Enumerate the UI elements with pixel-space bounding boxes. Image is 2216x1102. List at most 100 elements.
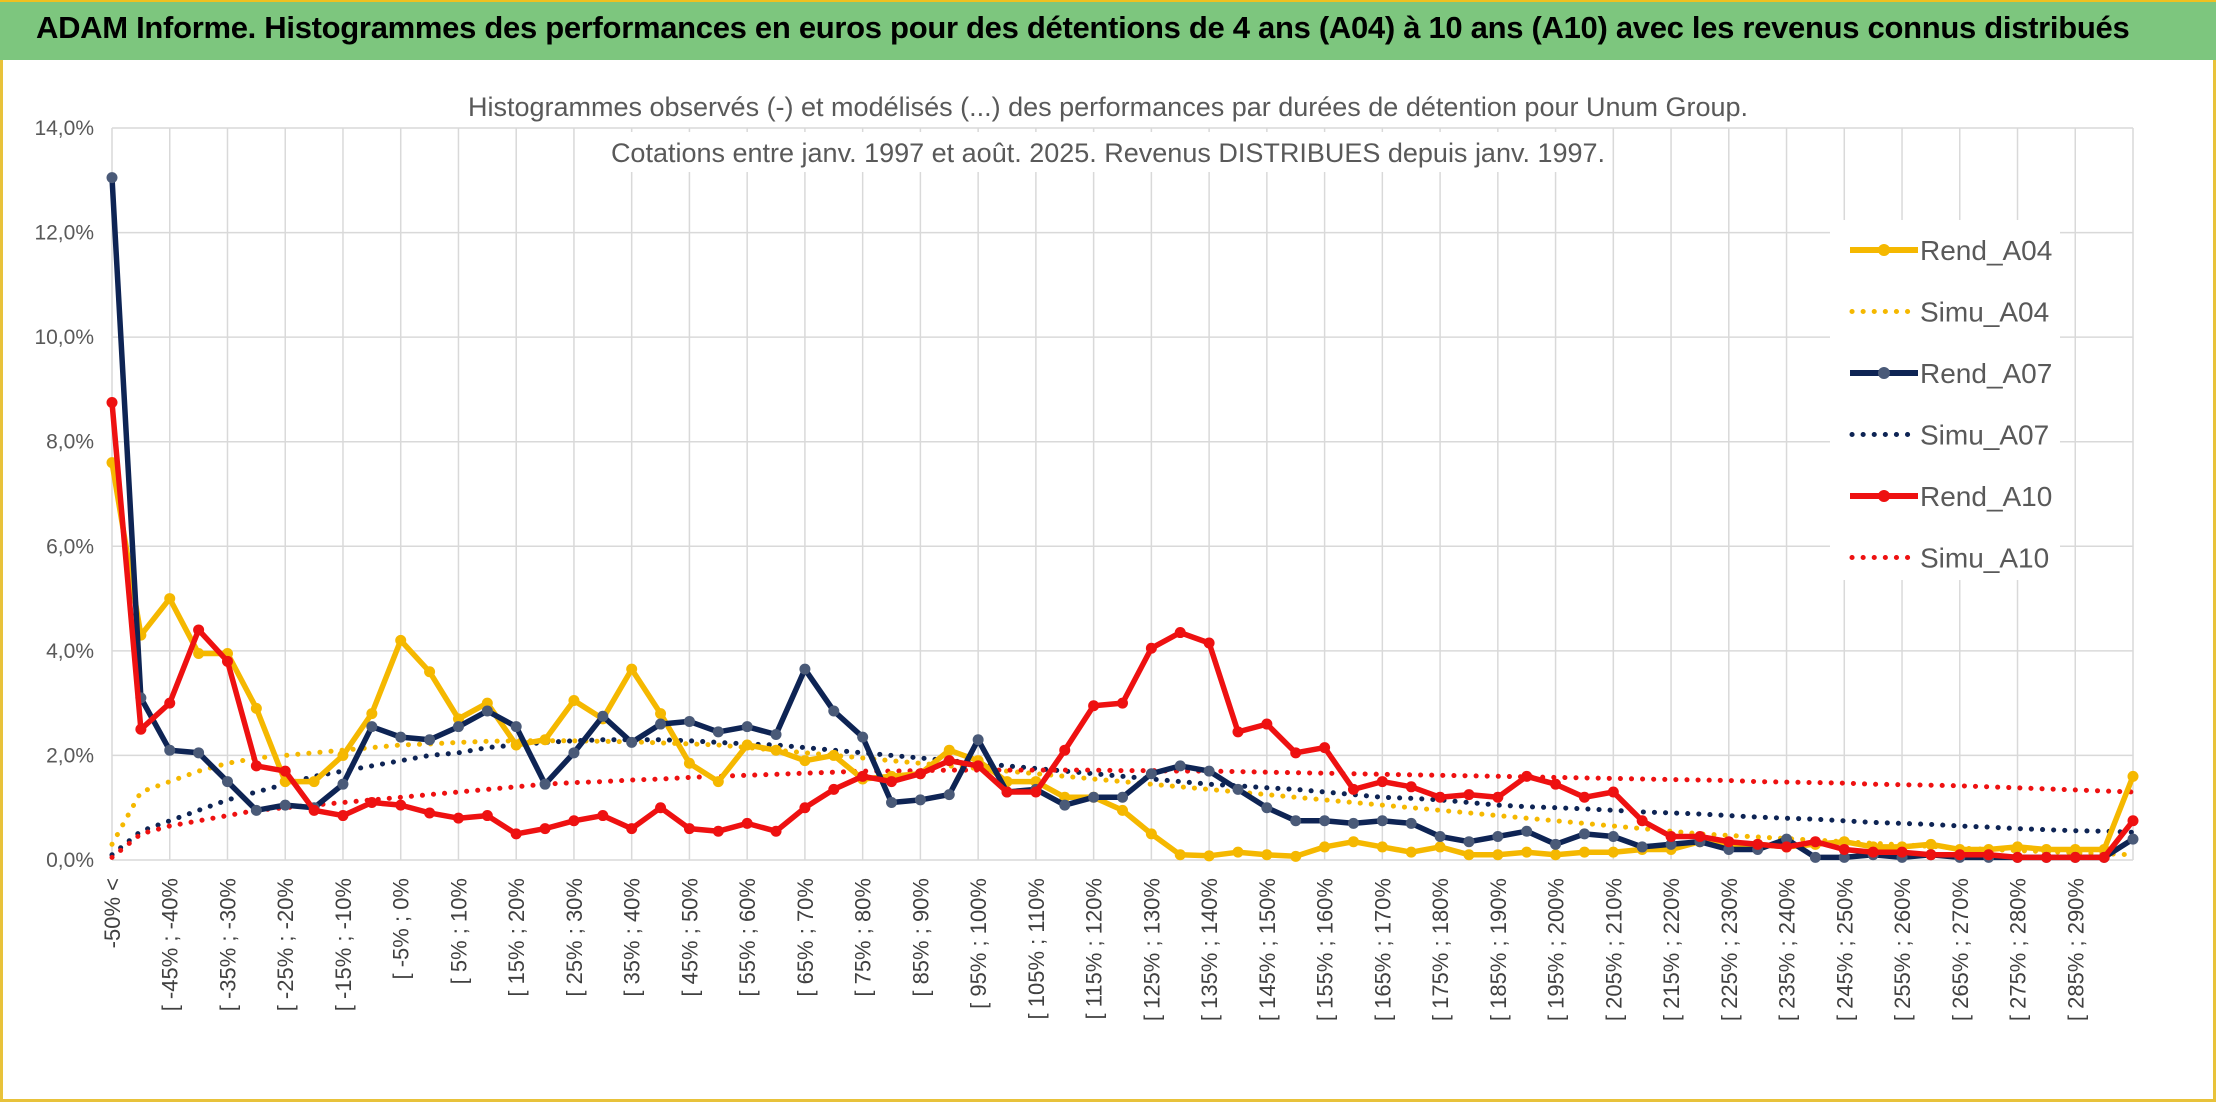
data-point-rend-a07 — [1636, 841, 1648, 853]
data-point-rend-a10 — [510, 828, 522, 840]
data-point-rend-a10 — [2127, 815, 2139, 827]
data-point-rend-a10 — [1723, 836, 1735, 848]
legend-label-rend-a10: Rend_A10 — [1920, 481, 2052, 512]
data-point-rend-a10 — [1117, 697, 1128, 709]
data-point-rend-a07 — [1347, 817, 1359, 829]
x-tick-label: [ 65% ; 70% — [793, 878, 818, 997]
data-point-rend-a04 — [337, 749, 349, 761]
data-point-rend-a10 — [712, 825, 724, 837]
data-point-rend-a07 — [395, 731, 407, 743]
data-point-rend-a07 — [1809, 851, 1821, 863]
data-point-rend-a07 — [1145, 768, 1157, 780]
data-point-rend-a04 — [2040, 844, 2052, 856]
data-point-rend-a04 — [1463, 849, 1475, 861]
data-point-rend-a04 — [1347, 836, 1359, 848]
data-point-rend-a10 — [943, 755, 955, 767]
data-point-rend-a10 — [886, 776, 898, 788]
data-point-rend-a07 — [1607, 830, 1619, 842]
data-point-rend-a04 — [1145, 828, 1157, 840]
data-point-rend-a10 — [1781, 841, 1793, 853]
x-tick-label: [ 155% ; 160% — [1313, 878, 1338, 1021]
data-point-rend-a07 — [1405, 817, 1417, 829]
data-point-rend-a07 — [1521, 825, 1533, 837]
legend-label-rend-a04: Rend_A04 — [1920, 235, 2052, 266]
data-point-rend-a07 — [828, 705, 840, 717]
data-point-rend-a07 — [1117, 791, 1128, 803]
data-point-rend-a07 — [366, 721, 378, 733]
data-point-rend-a07 — [972, 734, 984, 746]
x-axis-ticks: -50% < [ -45% ; -40% [ -35% ; -30% [ -25% ;… — [100, 878, 2088, 1021]
y-tick-label: 6,0% — [46, 535, 94, 558]
data-point-rend-a10 — [1550, 778, 1562, 790]
data-point-rend-a04 — [1405, 846, 1417, 858]
data-point-rend-a07 — [510, 721, 522, 733]
data-point-rend-a04 — [1117, 804, 1128, 816]
data-point-rend-a07 — [1232, 783, 1244, 795]
data-point-rend-a04 — [943, 744, 955, 756]
y-tick-label: 10,0% — [34, 326, 94, 349]
data-point-rend-a07 — [1550, 838, 1562, 850]
data-point-rend-a04 — [250, 702, 262, 714]
data-point-rend-a10 — [366, 796, 378, 808]
data-point-rend-a07 — [1492, 830, 1504, 842]
data-point-rend-a10 — [1203, 637, 1215, 649]
data-point-rend-a04 — [626, 663, 638, 675]
data-point-rend-a10 — [250, 760, 262, 772]
data-point-rend-a04 — [770, 744, 782, 756]
data-point-rend-a04 — [1578, 846, 1590, 858]
y-tick-label: 2,0% — [46, 744, 94, 767]
x-tick-label: [ 5% ; 10% — [446, 878, 471, 984]
x-tick-label: [ 165% ; 170% — [1370, 878, 1395, 1021]
data-point-rend-a07 — [1059, 799, 1071, 811]
legend-marker-rend-a07 — [1878, 367, 1890, 379]
x-tick-label: [ -15% ; -10% — [331, 878, 356, 1011]
data-point-rend-a07 — [279, 799, 291, 811]
data-point-rend-a10 — [1174, 627, 1186, 639]
data-point-rend-a07 — [1376, 815, 1388, 827]
data-point-rend-a10 — [2012, 851, 2024, 863]
data-point-rend-a10 — [683, 823, 695, 835]
data-point-rend-a07 — [914, 794, 926, 806]
x-tick-label: [ 235% ; 240% — [1775, 878, 1800, 1021]
x-tick-label: [ 285% ; 290% — [2063, 878, 2088, 1021]
data-point-rend-a07 — [1665, 838, 1677, 850]
data-point-rend-a10 — [1145, 642, 1157, 654]
data-point-rend-a04 — [1319, 841, 1331, 853]
legend-marker-rend-a10 — [1878, 490, 1890, 502]
legend-label-simu-a07: Simu_A07 — [1920, 420, 2049, 451]
data-point-rend-a10 — [770, 825, 782, 837]
data-point-rend-a07 — [886, 796, 898, 808]
data-point-rend-a10 — [1867, 846, 1879, 858]
data-point-rend-a04 — [539, 734, 551, 746]
data-point-rend-a10 — [828, 783, 840, 795]
data-point-rend-a10 — [1319, 742, 1331, 754]
data-point-rend-a07 — [424, 734, 436, 746]
data-point-rend-a07 — [626, 736, 638, 748]
data-point-rend-a07 — [1261, 802, 1273, 814]
x-tick-label: [ 145% ; 150% — [1255, 878, 1280, 1021]
data-point-rend-a07 — [193, 747, 205, 759]
data-point-rend-a07 — [452, 721, 464, 733]
x-tick-label: [ 125% ; 130% — [1139, 878, 1164, 1021]
data-point-rend-a10 — [1521, 770, 1533, 782]
x-tick-label: [ 195% ; 200% — [1544, 878, 1569, 1021]
data-point-rend-a07 — [2127, 833, 2139, 845]
legend-label-simu-a04: Simu_A04 — [1920, 297, 2049, 328]
series-line-simu-a10 — [109, 767, 2136, 860]
legend-label-rend-a07: Rend_A07 — [1920, 358, 2052, 389]
data-point-rend-a10 — [1059, 744, 1071, 756]
data-point-rend-a04 — [510, 739, 522, 751]
x-tick-label: [ 205% ; 210% — [1601, 878, 1626, 1021]
y-tick-label: 14,0% — [34, 117, 94, 140]
data-point-rend-a04 — [683, 757, 695, 769]
data-point-rend-a07 — [770, 729, 782, 741]
data-point-rend-a10 — [1636, 815, 1648, 827]
data-point-rend-a10 — [1492, 791, 1504, 803]
data-point-rend-a10 — [568, 815, 580, 827]
data-point-rend-a04 — [655, 708, 667, 720]
data-point-rend-a10 — [1694, 830, 1706, 842]
data-point-rend-a04 — [741, 739, 753, 751]
data-point-rend-a07 — [655, 718, 667, 730]
data-point-rend-a10 — [1232, 726, 1244, 738]
data-point-rend-a10 — [1607, 786, 1619, 798]
